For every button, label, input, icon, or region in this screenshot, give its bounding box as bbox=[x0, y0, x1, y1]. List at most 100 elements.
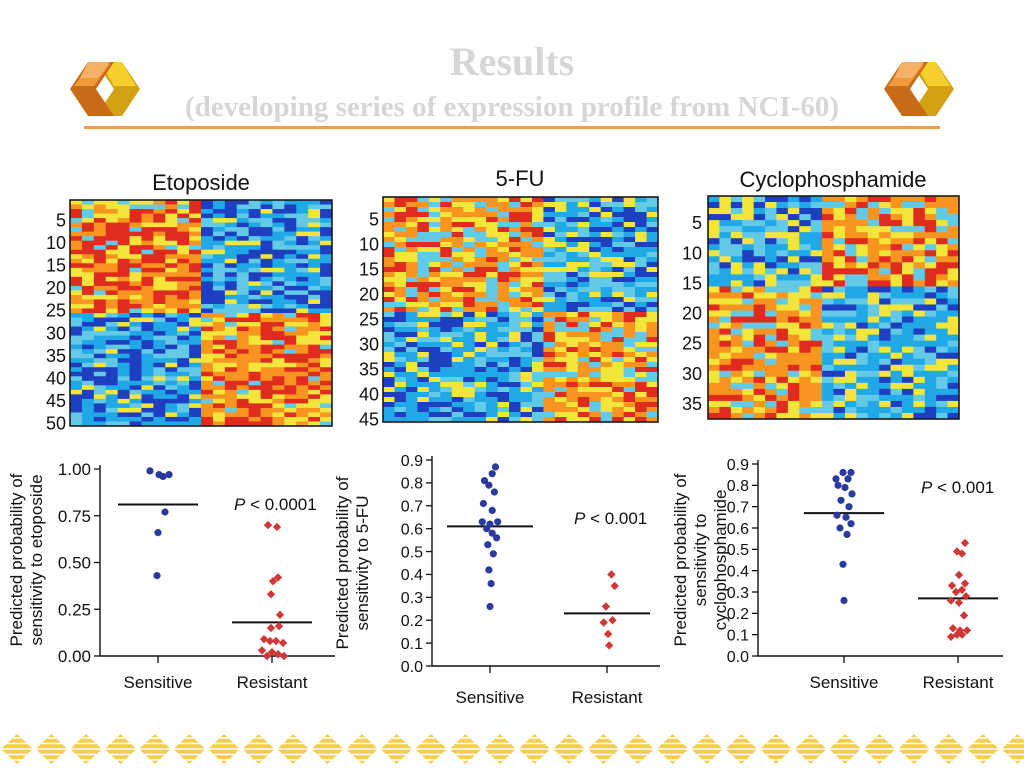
heatmap-cell bbox=[730, 280, 743, 287]
heatmap-cell bbox=[497, 212, 510, 218]
heatmap-cell bbox=[879, 226, 891, 233]
heatmap-cell bbox=[105, 285, 119, 291]
heatmap-cell bbox=[141, 416, 154, 422]
heatmap-cell bbox=[260, 236, 273, 242]
heatmap-cell bbox=[440, 217, 453, 223]
heatmap-cell bbox=[394, 277, 407, 283]
heatmap-cell bbox=[833, 406, 846, 414]
heatmap-cell bbox=[531, 302, 544, 308]
heatmap-cell bbox=[296, 389, 309, 395]
heatmap-cell bbox=[531, 367, 544, 373]
heatmap-cell bbox=[189, 227, 202, 233]
heatmap-cell bbox=[776, 268, 789, 275]
heatmap-cell bbox=[844, 286, 857, 293]
heatmap-cell bbox=[497, 407, 510, 413]
heatmap-cell bbox=[105, 389, 119, 395]
heatmap-cell bbox=[577, 392, 590, 398]
heatmap-2 bbox=[708, 196, 960, 420]
heatmap-cell bbox=[201, 380, 214, 386]
heatmap-cell bbox=[284, 303, 297, 309]
heatmap-cell bbox=[189, 362, 202, 368]
diamond-pattern-icon bbox=[415, 734, 447, 764]
heatmap-cell bbox=[730, 298, 743, 305]
heatmap-cell bbox=[708, 328, 720, 336]
heatmap-cell bbox=[189, 358, 202, 364]
heatmap-cell bbox=[753, 364, 766, 372]
heatmap-cell bbox=[787, 274, 800, 281]
heatmap-cell bbox=[810, 358, 823, 366]
heatmap-cell bbox=[867, 412, 880, 420]
heatmap-cell bbox=[296, 204, 309, 210]
heatmap-cell bbox=[577, 302, 590, 308]
heatmap-cell bbox=[635, 302, 647, 308]
heatmap-cell bbox=[70, 358, 83, 364]
heatmap-cell bbox=[189, 335, 202, 341]
heatmap-cell bbox=[320, 416, 333, 422]
resistant-data-point bbox=[257, 646, 267, 655]
heatmap-cell bbox=[189, 308, 202, 314]
heatmap-cell bbox=[383, 212, 395, 218]
heatmap-cell bbox=[486, 312, 498, 318]
heatmap-cell bbox=[890, 196, 903, 203]
heatmap-cell bbox=[947, 232, 960, 239]
heatmap-cell bbox=[623, 352, 636, 358]
heatmap-cell bbox=[463, 387, 476, 393]
heatmap-cell bbox=[105, 394, 119, 400]
heatmap-cell bbox=[753, 286, 766, 293]
heatmap-cell bbox=[646, 312, 659, 318]
heatmap-cell bbox=[844, 412, 857, 420]
heatmap-cell bbox=[405, 297, 418, 303]
heatmap-cell bbox=[189, 267, 202, 273]
y-tick-label: 0.9 bbox=[401, 453, 423, 470]
heatmap-cell bbox=[822, 322, 834, 329]
heatmap-cell bbox=[177, 398, 190, 404]
heatmap-cell bbox=[612, 342, 625, 348]
sensitive-data-point bbox=[833, 511, 841, 519]
heatmap-cell bbox=[799, 268, 812, 275]
heatmap-cell bbox=[308, 385, 321, 391]
heatmap-cell bbox=[189, 349, 202, 355]
heatmap-cell bbox=[600, 287, 613, 293]
heatmap-cell bbox=[260, 299, 273, 305]
heatmap-cell bbox=[742, 268, 755, 275]
heatmap-cell bbox=[117, 340, 130, 346]
heatmap-cell bbox=[787, 208, 800, 215]
heatmap-cell bbox=[117, 349, 130, 355]
heatmap-cell bbox=[509, 297, 521, 303]
heatmap-cell bbox=[463, 227, 476, 233]
heatmap-cell bbox=[753, 202, 766, 209]
heatmap-cell bbox=[428, 242, 441, 248]
heatmap-cell bbox=[117, 272, 130, 278]
heatmap-cell bbox=[70, 227, 83, 233]
heatmap-cell bbox=[383, 402, 395, 408]
heatmap-cell bbox=[165, 412, 178, 418]
heatmap-cell bbox=[383, 202, 395, 208]
heatmap-cell bbox=[924, 364, 937, 372]
heatmap-cell bbox=[248, 263, 261, 269]
heatmap-cell bbox=[248, 281, 261, 287]
heatmap-cell bbox=[867, 202, 880, 209]
heatmap-cell bbox=[947, 352, 960, 360]
heatmap-cell bbox=[296, 371, 309, 377]
heatmap-y-tick-label: 25 bbox=[46, 301, 66, 321]
heatmap-cell bbox=[787, 226, 800, 233]
heatmap-cell bbox=[177, 303, 190, 309]
heatmap-cell bbox=[153, 245, 166, 251]
heatmap-cell bbox=[153, 421, 166, 427]
heatmap-cell bbox=[296, 313, 309, 318]
heatmap-cell bbox=[531, 207, 544, 213]
heatmap-cell bbox=[284, 331, 297, 336]
heatmap-cell bbox=[646, 337, 659, 343]
heatmap-cell bbox=[612, 377, 625, 383]
heatmap-cell bbox=[753, 232, 766, 239]
heatmap-cell bbox=[913, 364, 926, 372]
heatmap-cell bbox=[822, 208, 834, 215]
heatmap-cell bbox=[474, 252, 487, 258]
heatmap-cell bbox=[141, 213, 154, 219]
heatmap-cell bbox=[867, 250, 880, 257]
heatmap-cell bbox=[417, 407, 430, 413]
heatmap-cell bbox=[520, 287, 533, 293]
heatmap-cell bbox=[509, 292, 521, 298]
heatmap-cell bbox=[105, 407, 119, 413]
heatmap-cell bbox=[947, 340, 960, 348]
